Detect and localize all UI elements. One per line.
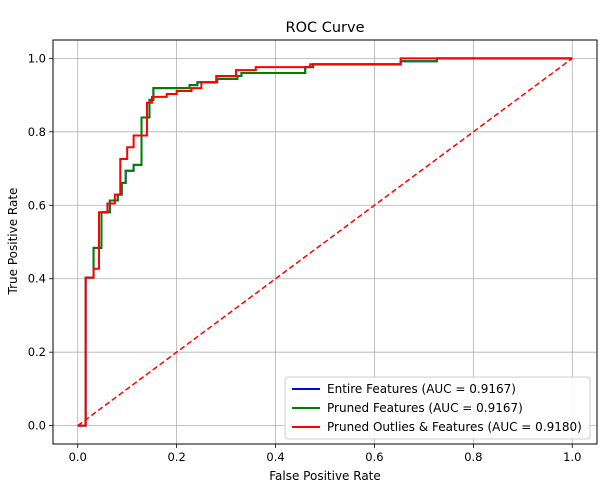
- x-axis-label: False Positive Rate: [269, 469, 381, 483]
- y-tick-label: 0.4: [28, 272, 46, 286]
- legend-label-pruned-features: Pruned Features (AUC = 0.9167): [327, 401, 523, 415]
- y-tick-label: 1.0: [28, 51, 46, 65]
- series-pruned-outliers-features-line: [77, 57, 573, 427]
- plot-frame: [52, 39, 598, 445]
- series-lines: [77, 57, 573, 427]
- y-tick-label: 0.2: [28, 345, 46, 359]
- y-axis-label: True Positive Rate: [6, 188, 20, 296]
- x-tick-label: 1.0: [563, 450, 581, 464]
- legend-label-entire-features: Entire Features (AUC = 0.9167): [327, 382, 516, 396]
- x-tick-label: 0.0: [69, 450, 87, 464]
- legend-box: [284, 376, 591, 440]
- x-tick-label: 0.4: [266, 450, 284, 464]
- axis-ticks: 0.0 0.2 0.4 0.6 0.8 1.0 0.0 0.2 0.4 0.6 0.8 1.0: [28, 51, 582, 464]
- chance-diagonal-line: [77, 57, 573, 427]
- y-tick-label: 0.6: [28, 198, 46, 212]
- x-tick-label: 0.2: [167, 450, 185, 464]
- legend-label-pruned-outliers-features: Pruned Outlies & Features (AUC = 0.9180): [327, 420, 582, 434]
- legend: Entire Features (AUC = 0.9167) Pruned Fe…: [284, 376, 591, 440]
- x-tick-label: 0.6: [365, 450, 383, 464]
- x-tick-label: 0.8: [464, 450, 482, 464]
- y-tick-label: 0.0: [28, 419, 46, 433]
- y-tick-label: 0.8: [28, 125, 46, 139]
- chart-title: ROC Curve: [286, 20, 365, 36]
- grid-lines: [53, 40, 597, 444]
